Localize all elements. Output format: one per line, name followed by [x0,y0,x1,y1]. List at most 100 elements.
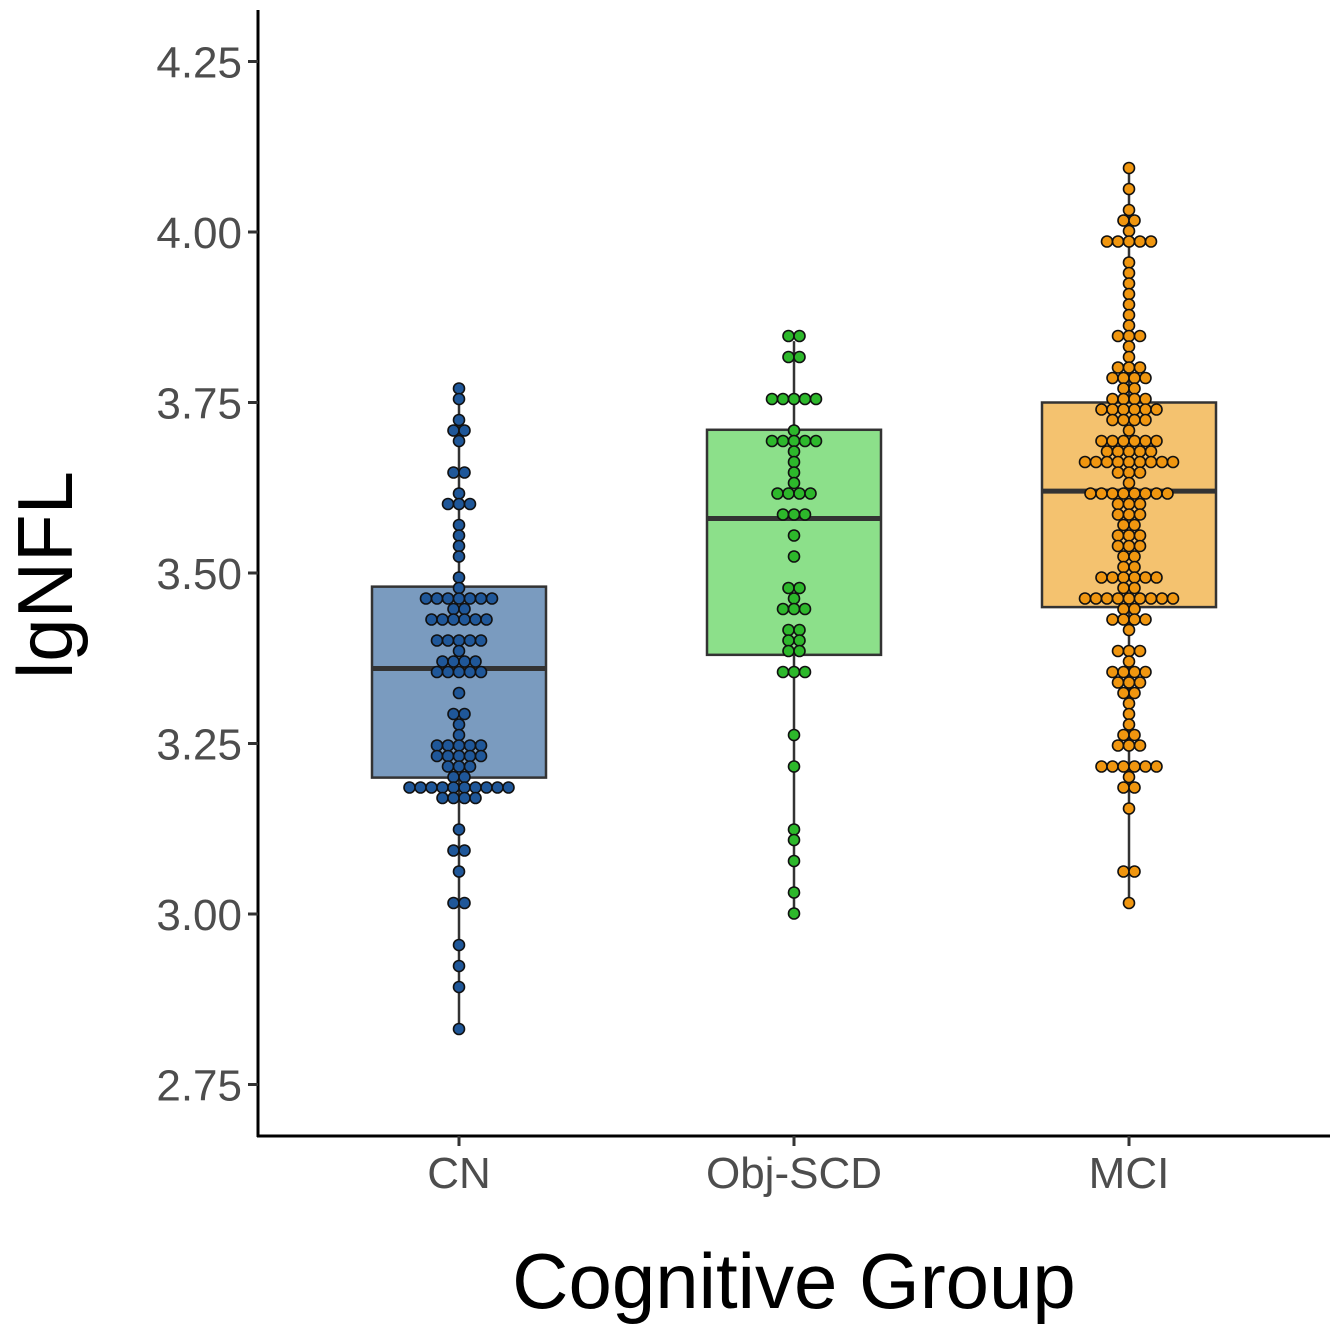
data-point [1122,739,1136,752]
data-point [776,602,790,616]
data-point [776,434,790,448]
data-point [787,592,801,605]
data-point [1122,350,1136,364]
data-point [782,350,795,364]
data-point [1078,455,1092,469]
data-point [1139,434,1152,448]
data-point [1106,571,1119,584]
data-point [1133,455,1147,469]
data-point [1133,235,1147,248]
data-point [776,665,790,679]
data-point [452,592,466,605]
data-point [430,739,444,752]
data-point [1095,760,1108,773]
data-point [441,634,455,647]
data-point [1111,466,1125,479]
data-point [1122,182,1136,196]
data-point [787,886,801,899]
data-point [452,728,466,742]
data-point [452,581,466,595]
data-point [787,550,801,563]
data-point [1084,487,1097,500]
data-point [452,959,466,973]
data-point [458,655,471,668]
data-point [452,529,466,542]
data-point [1122,224,1136,238]
data-point [1106,413,1119,427]
data-point [787,833,801,847]
data-point [425,781,438,794]
data-point [463,592,477,605]
data-point [1122,476,1136,490]
data-point [425,613,438,626]
data-point [1111,235,1125,248]
data-point [1139,403,1152,416]
data-point [793,329,806,343]
data-point [1095,571,1108,584]
data-point [1122,266,1136,280]
data-point [1128,581,1141,595]
data-point [1144,455,1158,469]
data-point [798,392,812,406]
data-point [430,592,444,605]
data-point [1111,739,1125,752]
data-point [1106,760,1119,773]
data-point [1095,487,1108,500]
data-point [1111,445,1125,458]
data-point [441,592,455,605]
data-point [787,476,801,490]
data-point [1122,644,1136,658]
data-point [452,938,466,952]
data-point [469,613,482,626]
data-point [452,497,466,511]
data-point [458,791,471,805]
data-point [798,434,812,448]
data-point [1122,497,1136,511]
data-point [1117,382,1130,395]
data-point [447,844,460,857]
data-point [458,424,471,437]
data-point [1128,413,1141,427]
y-tick-label: 2.75 [156,1062,242,1111]
data-point [1133,676,1147,689]
data-point [1128,602,1141,616]
data-point [765,392,779,406]
data-point [782,329,795,343]
data-point [1106,392,1119,406]
data-point [787,823,801,836]
data-point [441,749,455,763]
data-point [458,781,471,794]
data-point [782,623,795,637]
data-point [1139,413,1152,427]
data-point [441,497,455,511]
data-point [1122,445,1136,458]
data-point [1128,487,1141,500]
data-point [463,749,477,763]
data-point [414,781,427,794]
data-point [1117,403,1130,416]
data-point [447,613,460,626]
data-point [1128,571,1141,584]
data-point [793,487,806,500]
data-point [787,907,801,920]
data-point [1133,592,1147,605]
data-point [1089,455,1103,469]
data-point [441,760,455,773]
data-point [1095,434,1108,448]
data-point [1117,550,1130,563]
data-point [809,392,823,406]
data-point [1117,613,1130,626]
y-tick-label: 3.00 [156,891,242,940]
data-point [1122,340,1136,353]
data-point [452,550,466,563]
data-point [776,508,790,521]
data-point [458,844,471,857]
data-point [474,749,488,763]
data-point [474,739,488,752]
data-point [1128,403,1141,416]
data-point [1122,466,1136,479]
data-point [1122,298,1136,311]
data-point [1122,592,1136,605]
data-point [1122,676,1136,689]
data-point [1128,214,1141,227]
